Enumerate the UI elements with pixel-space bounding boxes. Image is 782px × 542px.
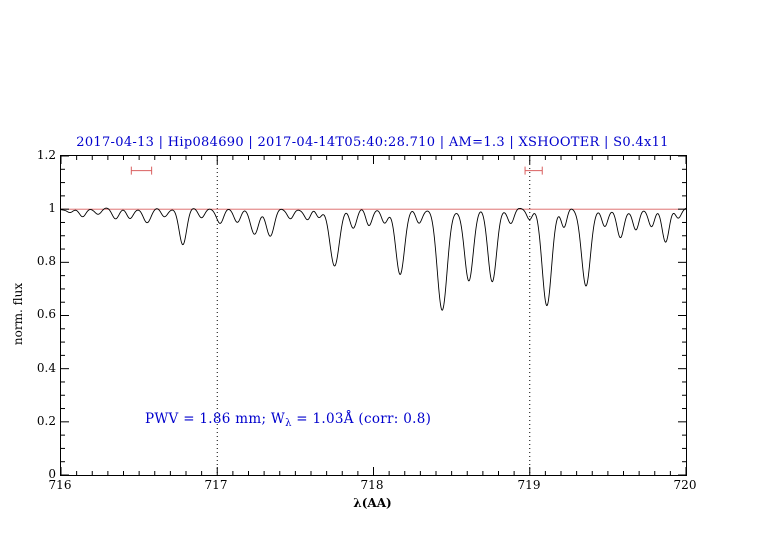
x-tick-label: 717: [204, 478, 228, 492]
spectrum-line: [61, 207, 686, 311]
y-tick-label: 0.4: [36, 361, 56, 375]
y-tick-label: 0.6: [36, 307, 56, 321]
pwv-annotation-suffix: = 1.03Å (corr: 0.8): [291, 411, 432, 427]
y-tick-label: 0.8: [36, 254, 56, 268]
spectrum-canvas: [61, 156, 686, 475]
plot-title: 2017-04-13 | Hip084690 | 2017-04-14T05:4…: [76, 135, 669, 150]
pwv-annotation-prefix: PWV = 1.86 mm; W: [145, 411, 286, 427]
y-tick-label: 0.2: [36, 414, 56, 428]
x-tick-label: 718: [360, 478, 384, 492]
x-axis-title: λ(AA): [353, 496, 392, 510]
y-tick-label: 0: [48, 467, 56, 481]
x-tick-label: 720: [673, 478, 697, 492]
y-tick-label: 1.2: [36, 148, 56, 162]
pwv-annotation: PWV = 1.86 mm; Wλ = 1.03Å (corr: 0.8): [145, 411, 431, 429]
plot-frame: [60, 155, 687, 476]
pwv-annotation-subscript: λ: [285, 418, 292, 429]
x-tick-label: 716: [48, 478, 72, 492]
y-tick-label: 1: [48, 201, 56, 215]
x-tick-label: 719: [517, 478, 541, 492]
